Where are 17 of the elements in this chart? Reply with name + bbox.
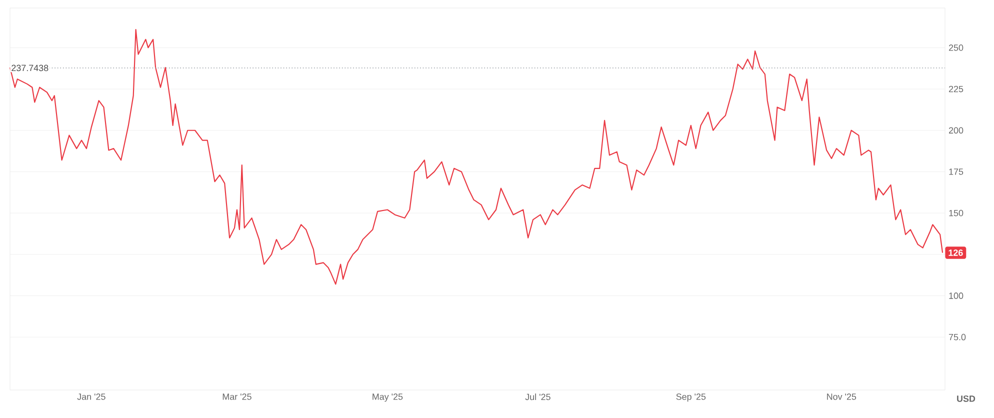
- x-tick-label: Mar '25: [222, 394, 252, 400]
- ref-line-label: 237.7438: [12, 64, 48, 72]
- y-tick-label: 225: [948, 86, 964, 92]
- y-axis-title: USD: [957, 396, 976, 402]
- y-tick-label: 200: [948, 127, 964, 134]
- line-series: [9, 28, 944, 285]
- text: 126: [948, 250, 963, 256]
- y-tick-label: 150: [949, 210, 964, 216]
- y-tick-label: 250: [948, 44, 964, 51]
- x-tick-label: Sep '25: [676, 394, 706, 402]
- x-tick-label: Nov '25: [827, 394, 856, 400]
- y-tick-label: 100: [949, 292, 964, 299]
- y-tick-label: 75.0: [948, 334, 966, 340]
- x-tick-label: Jan '25: [77, 394, 106, 400]
- x-tick-label: Jul '25: [525, 394, 550, 400]
- y-tick-label: 175: [949, 168, 964, 175]
- x-tick-label: May '25: [372, 394, 403, 402]
